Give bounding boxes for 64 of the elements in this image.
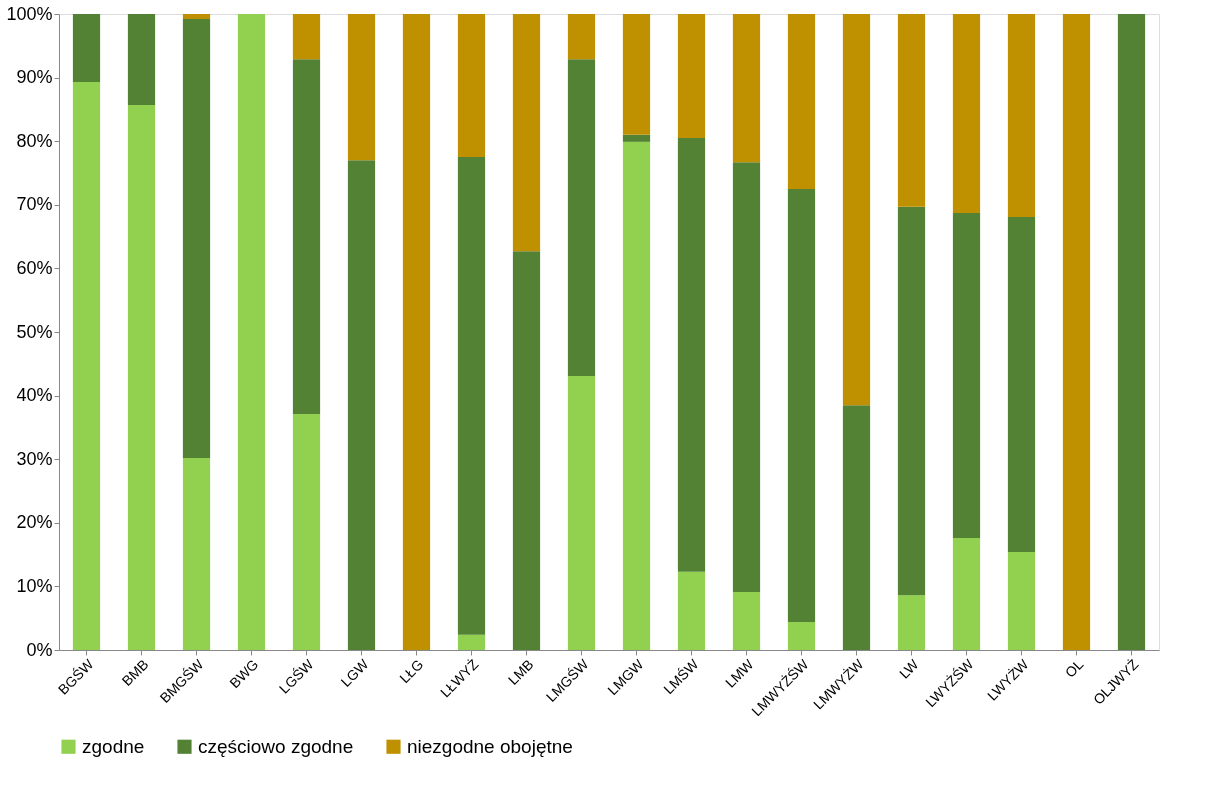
bar <box>182 14 211 20</box>
y-tick-label: 80% <box>16 130 53 151</box>
y-tick-label: 10% <box>16 575 53 596</box>
bar <box>1007 216 1036 553</box>
bar <box>292 14 321 60</box>
bar <box>457 14 486 158</box>
bar <box>1062 14 1091 650</box>
bar <box>512 14 541 252</box>
bar <box>512 251 541 650</box>
y-tick-label: 20% <box>16 512 53 533</box>
y-tick-label: 30% <box>16 448 53 469</box>
bar <box>622 141 651 650</box>
bar <box>402 14 431 650</box>
bar <box>1007 552 1036 650</box>
bar <box>732 592 761 650</box>
bar <box>677 138 706 572</box>
legend-label: częściowo zgodne <box>198 735 354 757</box>
y-tick-label: 70% <box>16 194 53 215</box>
bar <box>897 206 926 596</box>
bar <box>952 538 981 650</box>
y-tick-label: 60% <box>16 257 53 278</box>
bar <box>622 14 651 135</box>
bar <box>842 14 871 406</box>
bar <box>237 14 266 650</box>
bar <box>292 414 321 650</box>
bar <box>292 59 321 415</box>
y-tick-label: 0% <box>26 639 53 660</box>
legend-label: niezgodne obojętne <box>407 735 573 757</box>
bar <box>127 104 156 650</box>
x-tick-label: OL <box>1061 655 1087 681</box>
bar <box>72 82 101 650</box>
y-tick-label: 40% <box>16 385 53 406</box>
bar <box>72 14 101 83</box>
x-tick-label: LW <box>895 655 922 682</box>
bar <box>457 634 486 650</box>
bar <box>347 14 376 161</box>
bar <box>457 157 486 635</box>
bar <box>1007 14 1036 217</box>
legend-label: zgodne <box>82 735 145 757</box>
bar <box>732 162 761 593</box>
y-tick-label: 90% <box>16 67 53 88</box>
y-tick-label: 50% <box>16 321 53 342</box>
bar <box>787 622 816 650</box>
bar <box>127 14 156 105</box>
bar <box>952 14 981 214</box>
x-tick-label: LŁG <box>396 656 427 687</box>
bar <box>732 14 761 163</box>
bar <box>622 134 651 142</box>
bar <box>567 375 596 650</box>
bar <box>787 14 816 189</box>
bar <box>952 213 981 539</box>
bar <box>182 457 211 650</box>
bar <box>897 14 926 207</box>
bar <box>1117 14 1146 650</box>
bar <box>897 595 926 650</box>
bar <box>677 14 706 139</box>
bar <box>567 59 596 376</box>
bar <box>567 14 596 60</box>
bar <box>677 571 706 650</box>
bar <box>347 160 376 650</box>
bar <box>182 19 211 458</box>
bar <box>787 188 816 623</box>
bar <box>842 405 871 650</box>
y-tick-label: 100% <box>6 3 53 24</box>
